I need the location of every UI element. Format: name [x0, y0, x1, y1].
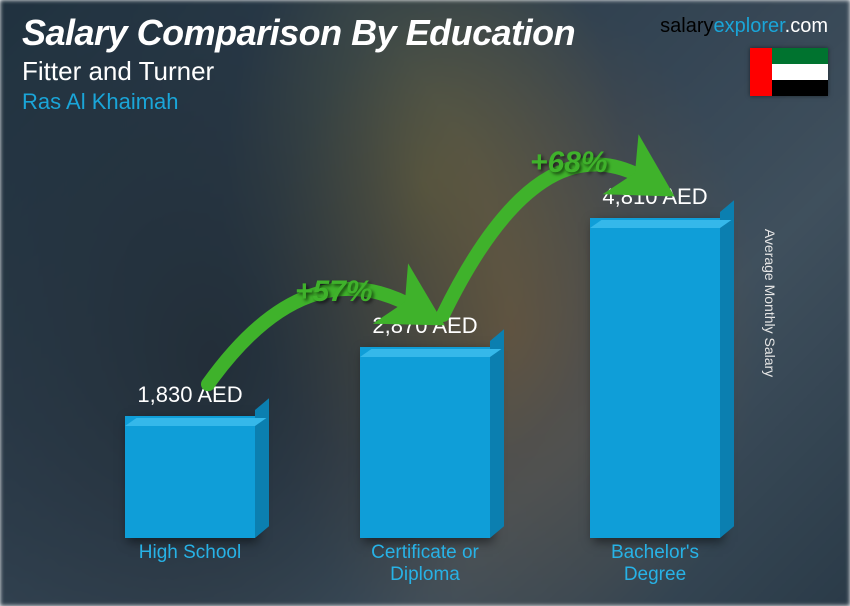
bar-1: 2,870 AED: [360, 313, 490, 538]
bar-value-label: 4,810 AED: [590, 184, 720, 210]
bar-top-face: [590, 220, 731, 228]
category-label: Bachelor'sDegree: [555, 542, 755, 586]
percent-increase-label: +57%: [295, 275, 373, 309]
bar-shape: [590, 218, 720, 538]
bar-front-face: [590, 218, 720, 538]
chart-container: Salary Comparison By Education Fitter an…: [0, 0, 850, 606]
bar-shape: [360, 347, 490, 538]
bar-front-face: [360, 347, 490, 538]
category-labels: High School Certificate orDiploma Bachelor…: [60, 538, 760, 584]
chart-subtitle: Fitter and Turner: [22, 56, 828, 87]
brand-suffix: .com: [785, 15, 828, 37]
brand-watermark: salaryexplorer.com: [660, 15, 828, 38]
category-label: Certificate orDiploma: [325, 542, 525, 586]
bar-shape: [125, 416, 255, 538]
bar-side-face: [720, 200, 734, 538]
brand-prefix: salary: [660, 15, 713, 37]
bar-value-label: 1,830 AED: [125, 382, 255, 408]
bar-side-face: [490, 329, 504, 538]
chart-location: Ras Al Khaimah: [22, 89, 828, 115]
category-label: High School: [90, 542, 290, 564]
bar-value-label: 2,870 AED: [360, 313, 490, 339]
bar-front-face: [125, 416, 255, 538]
flag-hoist: [750, 48, 772, 96]
uae-flag-icon: [750, 48, 828, 96]
percent-increase-label: +68%: [530, 146, 608, 180]
brand-highlight: explorer: [714, 15, 785, 37]
bar-chart: 1,830 AED2,870 AED4,810 AED+57%+68% High…: [60, 165, 760, 584]
bars-area: 1,830 AED2,870 AED4,810 AED+57%+68%: [60, 165, 760, 538]
bar-top-face: [125, 418, 266, 426]
bar-0: 1,830 AED: [125, 382, 255, 538]
bar-2: 4,810 AED: [590, 184, 720, 538]
y-axis-label: Average Monthly Salary: [762, 229, 778, 377]
bar-top-face: [360, 349, 501, 357]
